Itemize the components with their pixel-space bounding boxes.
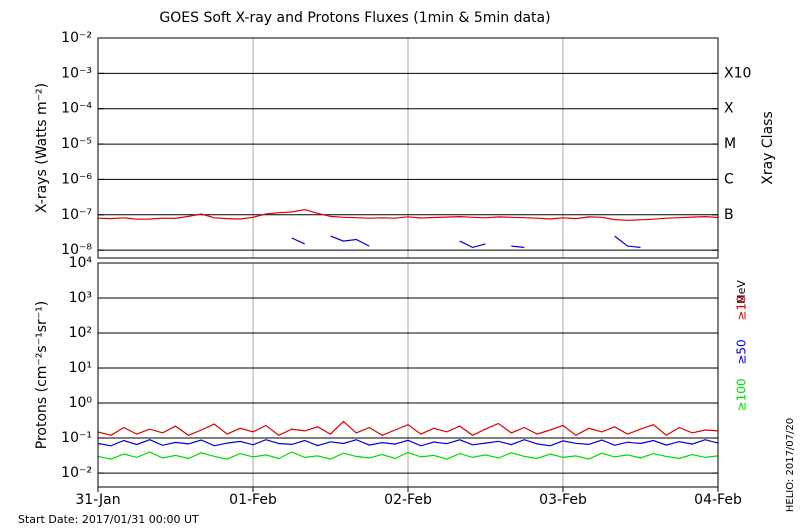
y-tick-label: 10⁻⁶: [61, 171, 92, 187]
y-tick-label: 10³: [69, 290, 92, 306]
start-date: Start Date: 2017/01/31 00:00 UT: [18, 513, 199, 526]
y-tick-label: 10⁰: [69, 395, 93, 411]
y-axis-label: X-rays (Watts m⁻²): [34, 83, 50, 213]
class-label: X10: [724, 65, 751, 81]
y-tick-label: 10¹: [69, 360, 92, 376]
y-tick-label: 10²: [69, 325, 92, 341]
x-tick-label: 31-Jan: [75, 492, 120, 508]
y-tick-label: 10⁴: [69, 255, 93, 271]
x-tick-label: 04-Feb: [694, 492, 742, 508]
series-line: [97, 420, 719, 437]
class-label: X: [724, 101, 734, 117]
series-line: [97, 208, 719, 221]
right-axis-label: Xray Class: [760, 111, 776, 185]
y-tick-label: 10⁻²: [61, 465, 92, 481]
legend-entry: ≥10: [735, 295, 749, 320]
series-line: [97, 439, 719, 447]
y-tick-label: 10⁻⁵: [61, 136, 92, 152]
class-label: B: [724, 207, 734, 223]
y-tick-label: 10⁻⁸: [61, 242, 92, 258]
y-tick-label: 10⁻⁷: [61, 207, 92, 223]
y-tick-label: 10⁻⁴: [61, 101, 92, 117]
series-line: [97, 451, 719, 460]
chart-title: GOES Soft X-ray and Protons Fluxes (1min…: [159, 10, 550, 26]
series-line: [292, 236, 680, 249]
plot-frame: [97, 37, 719, 259]
x-tick-label: 03-Feb: [539, 492, 587, 508]
class-label: M: [724, 136, 736, 152]
y-tick-label: 10⁻²: [61, 30, 92, 46]
legend-entry: ≥50: [735, 339, 749, 364]
unit-label: MeV: [735, 280, 748, 304]
y-tick-label: 10⁻¹: [61, 430, 92, 446]
x-tick-label: 01-Feb: [229, 492, 277, 508]
class-label: C: [724, 171, 734, 187]
x-tick-label: 02-Feb: [384, 492, 432, 508]
y-axis-label: Protons (cm⁻²s⁻¹sr⁻¹): [34, 301, 50, 450]
credit: HELIO: 2017/07/20: [785, 418, 796, 512]
legend-entry: ≥100: [735, 379, 749, 412]
y-tick-label: 10⁻³: [61, 65, 92, 81]
